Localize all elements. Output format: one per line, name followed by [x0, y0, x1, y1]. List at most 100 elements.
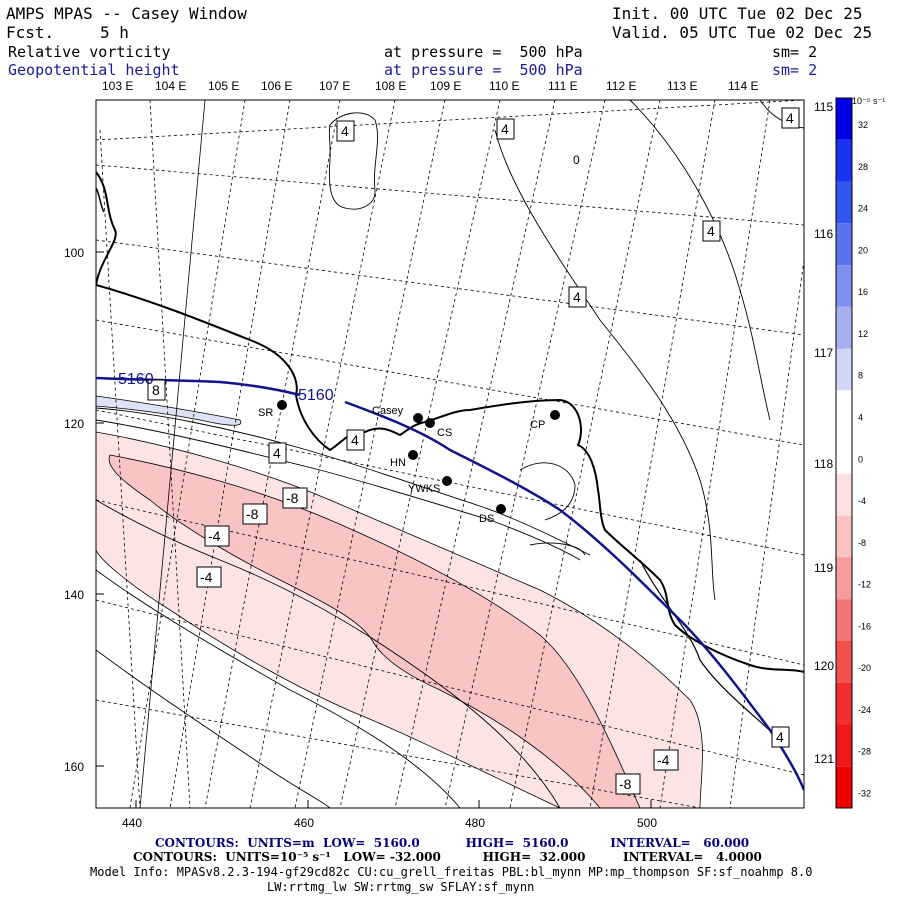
colorbar-label: 8 — [858, 371, 863, 381]
colorbar-segment — [836, 181, 852, 224]
colorbar-segment — [836, 682, 852, 725]
contour-label-box: 4 — [568, 286, 587, 308]
colorbar-segment — [836, 432, 852, 474]
height-contour-info: CONTOURS: UNITS=m LOW= 5160.0 HIGH= 5160… — [155, 836, 750, 850]
svg-text:-4: -4 — [200, 569, 213, 585]
y-tick-label: 140 — [64, 588, 84, 602]
svg-text:112 E: 112 E — [606, 79, 636, 93]
field1-name: Relative vorticity — [8, 43, 171, 61]
height-label: 5160 — [298, 387, 334, 404]
colorbar-label: 0 — [858, 454, 863, 464]
contour-label-box: -8 — [615, 773, 641, 795]
y-axis: 100 120 140 160 — [64, 246, 104, 774]
colorbar-segment — [836, 139, 852, 182]
field1-level: at pressure = 500 hPa — [384, 43, 583, 61]
colorbar-segment — [836, 766, 852, 808]
colorbar-unit: 10⁻⁵ s⁻¹ — [852, 96, 885, 106]
plot-title: AMPS MPAS -- Casey Window — [6, 4, 247, 23]
contour-label-plain: 0 — [573, 153, 580, 167]
contour-labels: 4 4 4 0 4 4 8 4 4 -8 -8 -4 -4 -4 -8 4 — [147, 107, 800, 795]
station-labels: SR Casey CS CP HN YWKS DS — [258, 405, 545, 525]
station-label: CP — [530, 419, 545, 431]
colorbar-label: 32 — [858, 120, 868, 130]
height-contour-5160 — [96, 376, 804, 791]
station-label: SR — [258, 407, 273, 419]
contour-label-box: -8 — [282, 487, 308, 509]
colorbar-label: 24 — [858, 204, 868, 214]
field1-smoothing: sm= 2 — [772, 43, 818, 61]
station-marker-cp — [550, 410, 560, 420]
colorbar-segment — [836, 223, 852, 266]
x-tick-label: 440 — [122, 816, 142, 830]
height-labels: 5160 5160 — [118, 371, 334, 404]
colorbar-segment — [836, 98, 852, 140]
field2-name: Geopotential height — [8, 61, 180, 79]
colorbar-segment — [836, 390, 852, 433]
colorbar-label: -8 — [858, 538, 866, 548]
vorticity-fill-positive — [96, 395, 242, 426]
svg-text:4: 4 — [273, 445, 281, 461]
colorbar-segment — [836, 348, 852, 391]
x-tick-label: 480 — [465, 816, 485, 830]
colorbar-segment — [836, 599, 852, 641]
svg-text:4: 4 — [573, 289, 581, 305]
station-marker-ds — [496, 504, 506, 514]
contour-label-box: -8 — [242, 503, 268, 525]
station-label: CS — [437, 427, 452, 439]
svg-text:-4: -4 — [208, 528, 221, 544]
svg-text:4: 4 — [351, 432, 359, 448]
y-tick-label: 120 — [64, 417, 84, 431]
colorbar-segment — [836, 515, 852, 558]
contour-label-box: 8 — [147, 379, 166, 401]
svg-text:4: 4 — [786, 110, 794, 126]
x-tick-label: 500 — [637, 816, 657, 830]
forecast-label: Fcst. — [6, 23, 55, 42]
svg-text:109 E: 109 E — [430, 79, 461, 93]
coastline-inner — [639, 559, 781, 741]
colorbar-label: 28 — [858, 162, 868, 172]
contour-label-box: -4 — [204, 525, 230, 547]
svg-text:4: 4 — [501, 121, 509, 137]
colorbar-label: -28 — [858, 747, 871, 757]
contour-label-box: 4 — [771, 726, 790, 748]
svg-text:-8: -8 — [286, 490, 299, 506]
plot-frame — [95, 99, 805, 809]
svg-text:8: 8 — [152, 382, 160, 398]
svg-text:113 E: 113 E — [667, 79, 697, 93]
station-marker-ywks — [442, 476, 452, 486]
svg-text:107 E: 107 E — [319, 79, 350, 93]
svg-text:104 E: 104 E — [155, 79, 186, 93]
x-axis: 440 460 480 500 — [122, 800, 657, 830]
model-info: Model Info: MPASv8.2.3-194-gf29cd82c CU:… — [90, 865, 813, 879]
vorticity-contour-info: CONTOURS: UNITS=10⁻⁵ s⁻¹ LOW= -32.000 HI… — [133, 850, 762, 864]
colorbar-label: 16 — [858, 287, 868, 297]
svg-text:105 E: 105 E — [208, 79, 239, 93]
lon-labels-top: 103 E 104 E 105 E 106 E 107 E 108 E 109 … — [102, 79, 758, 93]
svg-text:4: 4 — [776, 729, 784, 745]
colorbar-label: -4 — [858, 496, 866, 506]
station-label: Casey — [372, 405, 404, 417]
contour-label-box: 4 — [496, 118, 515, 140]
stations — [277, 400, 560, 514]
vorticity-contours — [96, 100, 804, 808]
colorbar-segment — [836, 265, 852, 307]
colorbar-label: -24 — [858, 705, 871, 715]
colorbar-segment — [836, 557, 852, 600]
svg-text:103 E: 103 E — [102, 79, 133, 93]
station-marker-sr — [277, 400, 287, 410]
colorbar-label: -16 — [858, 621, 871, 631]
colorbar-frame — [835, 97, 853, 809]
init-time: Init. 00 UTC Tue 02 Dec 25 — [612, 4, 863, 23]
colorbar-segment — [836, 306, 852, 349]
contour-label-box: 4 — [268, 442, 287, 464]
y-tick-label: 100 — [64, 246, 84, 260]
station-marker-hn — [408, 450, 418, 460]
station-label: HN — [390, 457, 406, 469]
colorbar-label: 4 — [858, 413, 863, 423]
svg-text:106 E: 106 E — [261, 79, 292, 93]
svg-text:10⁻⁵ s⁻¹: 10⁻⁵ s⁻¹ — [852, 96, 885, 106]
coastline — [96, 171, 804, 673]
y-tick-label: 160 — [64, 760, 84, 774]
model-info-2: LW:rrtmg_lw SW:rrtmg_sw SFLAY:sf_mynn — [267, 880, 535, 894]
